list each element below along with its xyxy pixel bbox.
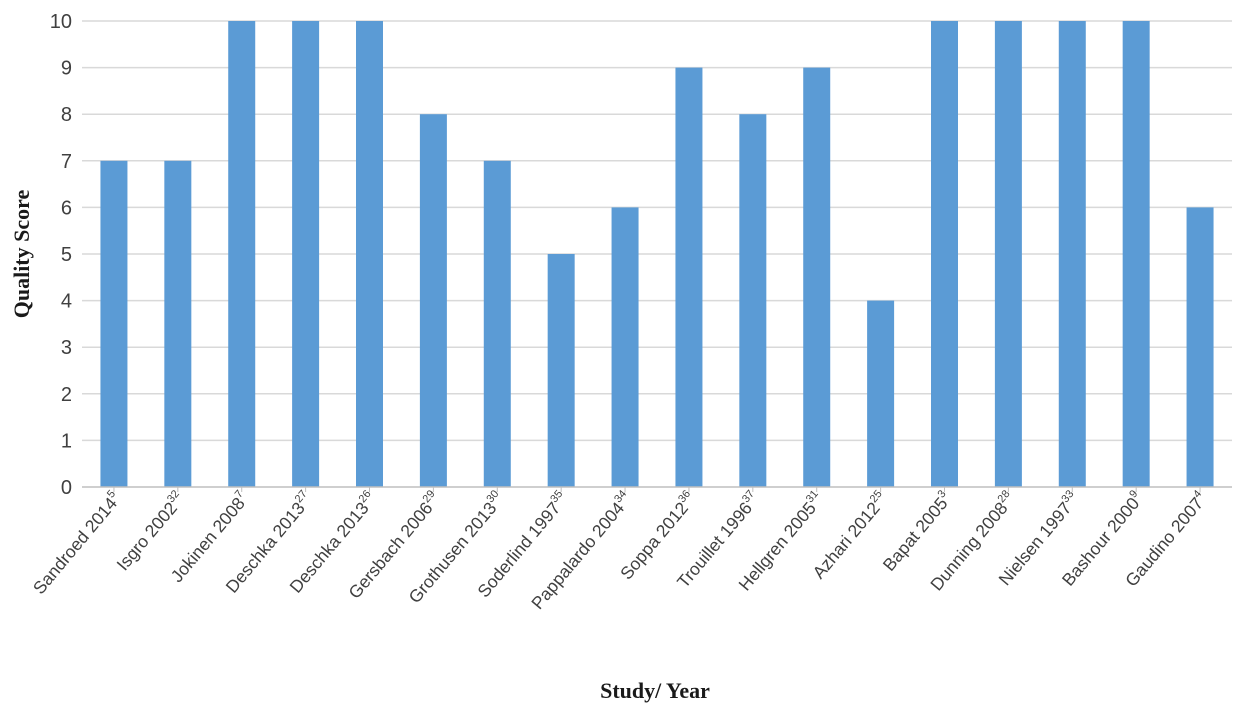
- bars: [100, 21, 1214, 488]
- y-tick-label: 4: [61, 291, 72, 313]
- bar: [611, 207, 639, 487]
- y-tick-label: 7: [61, 151, 72, 173]
- bar: [1058, 21, 1086, 487]
- y-tick-label: 5: [61, 244, 72, 266]
- bar: [228, 21, 256, 487]
- x-tick-label: Azhari 201225: [808, 488, 892, 582]
- bar: [867, 300, 895, 487]
- y-tick-label: 8: [61, 104, 72, 126]
- bar: [547, 254, 575, 487]
- y-tick-label: 1: [61, 430, 72, 452]
- x-tick-label: Sandroed 20145: [28, 488, 125, 598]
- y-tick-label: 3: [61, 337, 72, 359]
- bar: [994, 21, 1022, 487]
- y-tick-label: 9: [61, 58, 72, 80]
- y-axis-title: Quality Score: [9, 190, 34, 319]
- bar: [1186, 207, 1214, 487]
- bar: [803, 67, 831, 487]
- y-tick-label: 6: [61, 197, 72, 219]
- bar: [675, 67, 703, 487]
- bar: [483, 160, 511, 488]
- y-tick-label: 10: [50, 11, 72, 33]
- y-tick-label: 0: [61, 477, 72, 499]
- gridlines: [82, 20, 1232, 492]
- bar: [419, 114, 447, 487]
- y-tick-label: 2: [61, 384, 72, 406]
- bar: [356, 21, 383, 487]
- y-tick-labels: 0 1 2 3 4 5 6 7 8 9 10: [50, 11, 72, 499]
- bar: [292, 21, 320, 487]
- x-axis-title: Study/ Year: [600, 678, 710, 703]
- bar: [164, 160, 192, 488]
- bar: [739, 114, 767, 487]
- bar: [931, 21, 958, 487]
- bar: [1122, 21, 1150, 487]
- bar: [100, 160, 128, 488]
